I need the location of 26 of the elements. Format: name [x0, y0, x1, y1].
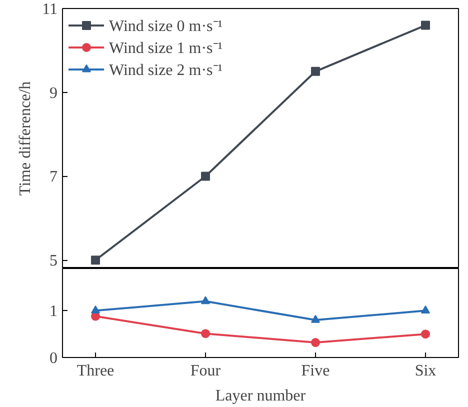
x-tick-label: Four	[190, 362, 222, 380]
legend-label: Wind size 1 m·s⁻¹	[109, 39, 223, 58]
x-axis-title: Layer number	[215, 388, 306, 404]
point	[311, 66, 320, 76]
point	[201, 329, 210, 338]
point	[201, 172, 210, 181]
y-tick-label: 7	[50, 168, 58, 186]
y-tick-label: 5	[50, 252, 58, 270]
x-tick-label: Six	[414, 362, 436, 380]
x-tick-label: Five	[301, 362, 330, 380]
point	[311, 338, 320, 348]
y-axis-title: Time difference/h	[17, 81, 34, 196]
point	[421, 330, 430, 339]
point	[91, 256, 100, 265]
point	[421, 20, 430, 30]
point	[91, 306, 100, 314]
legend-label: Wind size 2 m·s⁻¹	[109, 61, 223, 80]
y-tick-label: 11	[42, 1, 58, 18]
point	[421, 306, 430, 314]
y-tick-label: 0	[50, 350, 58, 367]
point	[311, 314, 320, 323]
y-tick-label: 1	[50, 303, 58, 320]
point	[201, 296, 210, 304]
legend-label: Wind size 0 m·s⁻¹	[109, 17, 223, 36]
y-tick-label: 9	[50, 84, 58, 102]
x-tick-label: Three	[76, 362, 114, 380]
